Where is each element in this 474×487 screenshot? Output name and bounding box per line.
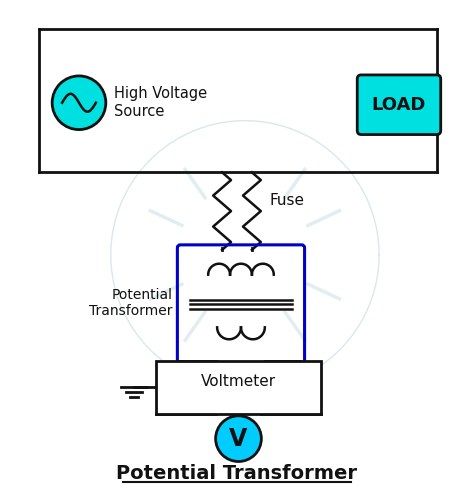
Text: Fuse: Fuse <box>270 193 305 207</box>
Text: Transformer: Transformer <box>89 304 173 318</box>
Bar <box>155 361 321 414</box>
FancyBboxPatch shape <box>357 75 441 134</box>
Text: Potential: Potential <box>111 287 173 301</box>
Text: Voltmeter: Voltmeter <box>201 374 276 389</box>
Circle shape <box>52 76 106 130</box>
Circle shape <box>216 416 261 462</box>
Text: High Voltage: High Voltage <box>114 86 207 101</box>
Text: LOAD: LOAD <box>372 96 426 114</box>
Text: V: V <box>229 427 247 450</box>
Text: Potential Transformer: Potential Transformer <box>117 464 357 483</box>
Text: Source: Source <box>114 104 164 119</box>
